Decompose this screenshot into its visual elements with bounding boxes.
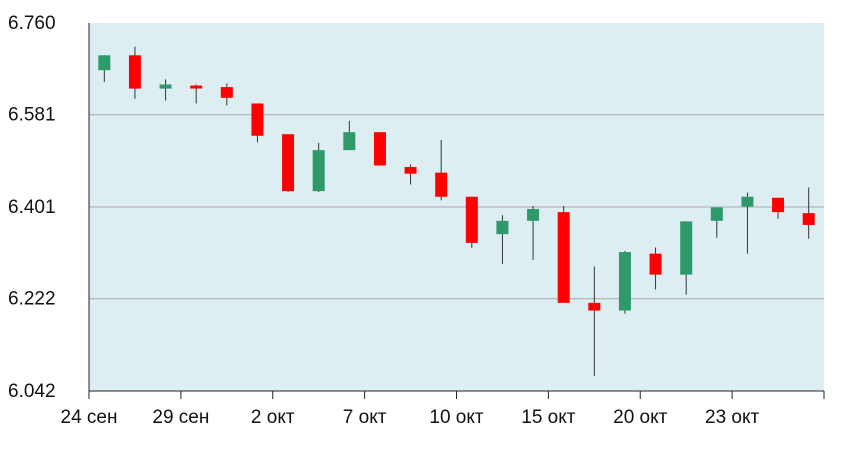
x-tick-label: 29 сен <box>152 407 209 428</box>
candle <box>741 192 754 254</box>
candle-body-down <box>373 132 386 166</box>
candle-body-up <box>527 209 540 221</box>
candle-body-up <box>343 132 356 151</box>
candle-body-up <box>710 207 723 221</box>
candle-body-down <box>649 253 662 275</box>
candle <box>465 196 478 249</box>
y-tick-label: 6.401 <box>8 197 56 218</box>
candle <box>190 84 203 104</box>
x-tick-label: 23 окт <box>705 407 760 428</box>
candle <box>649 247 662 290</box>
x-tick-label: 2 окт <box>251 407 295 428</box>
candle <box>435 139 448 201</box>
y-tick-label: 6.760 <box>8 13 56 34</box>
candle <box>557 205 570 303</box>
candle <box>680 221 693 295</box>
candle-body-down <box>282 134 295 192</box>
x-tick-label: 20 окт <box>613 407 668 428</box>
candle <box>710 207 723 238</box>
candle <box>312 142 325 193</box>
candle-body-down <box>802 213 815 225</box>
candles <box>98 46 815 377</box>
candle-body-down <box>588 302 601 311</box>
candle-body-up <box>312 150 325 192</box>
candle <box>802 187 815 239</box>
candle-body-down <box>190 85 203 89</box>
candle-body-up <box>98 55 111 71</box>
candle-body-down <box>404 167 417 174</box>
candle-body-up <box>159 84 172 89</box>
candle <box>618 251 631 314</box>
gridlines <box>89 114 824 300</box>
candle-body-down <box>557 212 570 303</box>
candle <box>159 79 172 101</box>
candle <box>220 83 233 106</box>
candle-body-down <box>772 197 785 213</box>
candle <box>588 266 601 377</box>
candle <box>404 164 417 185</box>
axes <box>88 23 825 399</box>
candle-body-down <box>435 172 448 197</box>
candle <box>98 55 111 82</box>
candle <box>496 215 509 264</box>
candle <box>343 120 356 151</box>
candle <box>527 205 540 260</box>
candle-body-down <box>220 87 233 98</box>
candle <box>772 197 785 219</box>
candle-body-up <box>680 221 693 275</box>
candle <box>373 132 386 166</box>
candle-body-up <box>741 196 754 207</box>
x-tick-label: 10 окт <box>429 407 484 428</box>
candle-body-up <box>496 220 509 235</box>
candle <box>282 134 295 193</box>
candle-body-down <box>251 103 264 136</box>
x-tick-label: 24 сен <box>61 407 118 428</box>
x-tick-label: 7 окт <box>343 407 387 428</box>
candle-body-up <box>618 252 631 311</box>
candle-body-down <box>128 55 141 89</box>
candle <box>251 103 264 143</box>
y-tick-label: 6.222 <box>8 289 56 310</box>
y-tick-label: 6.581 <box>8 105 56 126</box>
y-tick-label: 6.042 <box>8 381 56 402</box>
candle-body-down <box>465 196 478 243</box>
x-tick-label: 15 окт <box>521 407 576 428</box>
candle <box>128 46 141 99</box>
